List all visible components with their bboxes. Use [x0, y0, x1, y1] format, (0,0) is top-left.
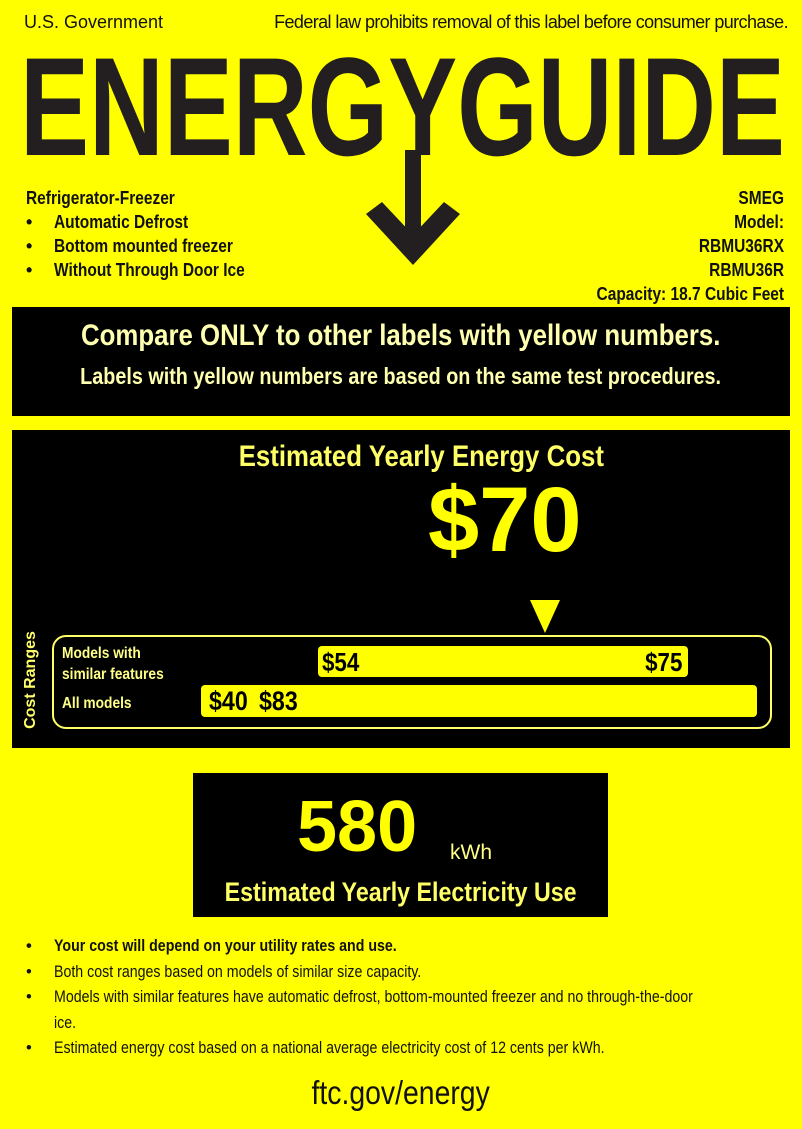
notes-list: • Your cost will depend on your utility r…	[26, 934, 786, 1062]
arrow-down-icon	[366, 202, 460, 265]
energyguide-logo: ENERGYGUIDE	[20, 28, 785, 265]
all-min: $40	[209, 686, 248, 716]
kwh-unit: kWh	[450, 841, 492, 864]
note-item: • Estimated energy cost based on a nation…	[26, 1039, 605, 1057]
kwh-value: 580	[297, 787, 418, 867]
note-item: • Your cost will depend on your utility r…	[26, 937, 397, 955]
model-info: SMEG Model: RBMU36RX RBMU36R	[685, 186, 784, 282]
electricity-use-panel: 580 kWh Estimated Yearly Electricity Use	[193, 773, 608, 917]
feature-item: Without Through Door Ice	[26, 258, 276, 282]
similar-max: $75	[644, 647, 682, 677]
electricity-title: Estimated Yearly Electricity Use	[224, 877, 577, 907]
note-item: • Both cost ranges based on models of sim…	[26, 962, 422, 981]
compare-line-2: Labels with yellow numbers are based on …	[80, 363, 722, 389]
logo-text: ENERGYGUIDE	[20, 28, 785, 185]
removal-warning: Federal law prohibits removal of this la…	[274, 12, 788, 32]
all-range-bar: $40 $83	[201, 685, 757, 717]
note-item: • Models with similar features have autom…	[26, 988, 693, 1032]
cost-ranges-box: Models with similar features $54 $75 All…	[52, 635, 772, 729]
brand: SMEG	[738, 188, 784, 208]
cost-ranges-label: Cost Ranges	[22, 631, 39, 729]
model-label: Model:	[734, 212, 784, 232]
cost-value: $70	[428, 469, 582, 571]
compare-line-1: Compare ONLY to other labels with yellow…	[81, 319, 721, 352]
model-number: RBMU36RX	[698, 236, 784, 256]
yearly-cost-panel: Estimated Yearly Energy Cost $70 Cost Ra…	[12, 430, 790, 748]
similar-range-bar: $54 $75	[318, 646, 688, 677]
cost-title: Estimated Yearly Energy Cost	[238, 440, 604, 473]
compare-notice: Compare ONLY to other labels with yellow…	[12, 307, 790, 416]
all-models-label: All models	[62, 695, 132, 712]
feature-item: Bottom mounted freezer	[26, 234, 276, 258]
similar-min: $54	[322, 647, 360, 677]
product-type: Refrigerator-Freezer	[26, 188, 175, 208]
feature-item: Automatic Defrost	[26, 210, 276, 234]
arrow-stem	[405, 150, 421, 255]
similar-models-label: Models with similar features	[62, 645, 164, 683]
capacity: Capacity: 18.7 Cubic Feet	[596, 284, 784, 304]
ftc-url[interactable]: ftc.gov/energy	[311, 1074, 491, 1111]
government-label: U.S. Government	[24, 12, 164, 32]
cost-pointer-icon	[530, 600, 560, 633]
all-max: $83	[259, 686, 298, 716]
model-number: RBMU36R	[709, 260, 784, 280]
product-info: Refrigerator-Freezer Automatic Defrost B…	[26, 186, 276, 282]
